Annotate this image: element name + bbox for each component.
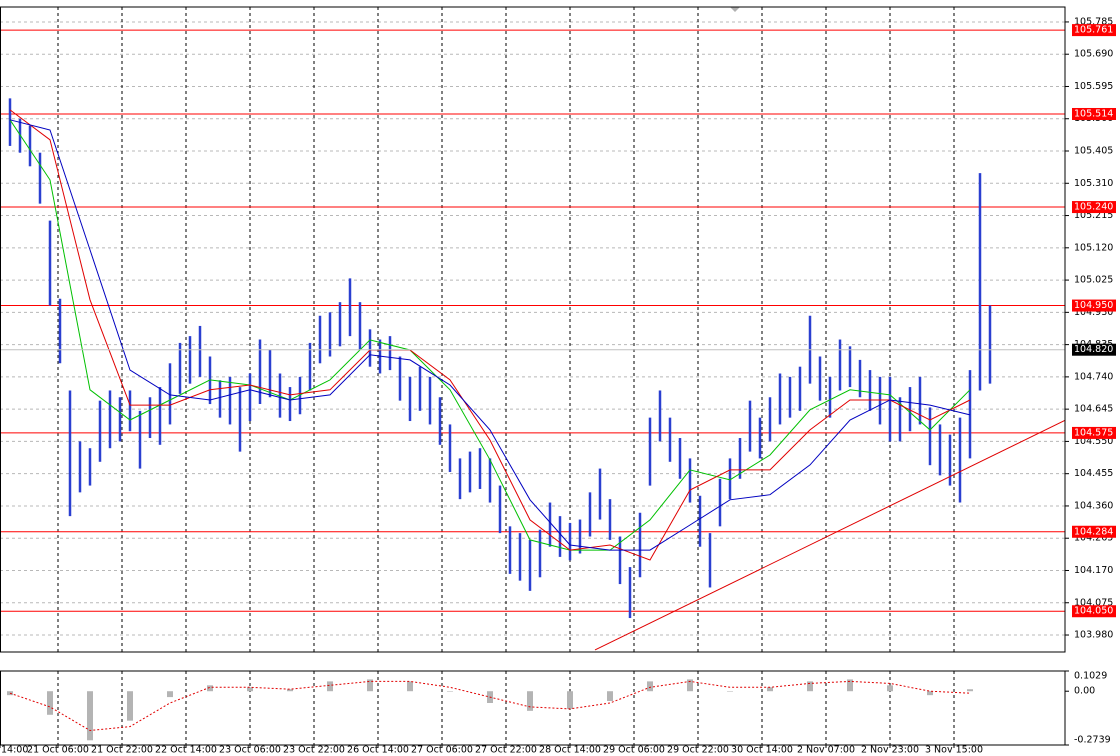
shift-marker (730, 7, 740, 12)
x-tick-label: 2 Nov 23:00 (861, 745, 919, 756)
y-tick-label: 104.930 (1074, 307, 1113, 318)
level-tag (1072, 24, 1116, 37)
level-tag-label: 104.950 (1074, 300, 1113, 311)
y-tick-label: 104.550 (1074, 436, 1113, 447)
x-tick-label: 27 Oct 06:00 (411, 745, 473, 756)
y-tick-label: 105.310 (1074, 178, 1113, 189)
y-tick-label: 105.690 (1074, 49, 1113, 60)
osc-bar (167, 691, 173, 698)
osc-bar (207, 685, 213, 692)
level-tag-label: 105.761 (1074, 25, 1113, 36)
y-tick-label: 104.075 (1074, 597, 1113, 608)
osc-bar (407, 681, 413, 692)
level-tag-label: 105.240 (1074, 202, 1113, 213)
x-tick-label: 23 Oct 06:00 (219, 745, 281, 756)
x-tick-label: 29 Oct 22:00 (667, 745, 729, 756)
y-tick-label: 105.215 (1074, 210, 1113, 221)
y-tick-label: 105.595 (1074, 81, 1113, 92)
level-tag (1072, 605, 1116, 618)
level-tag (1072, 201, 1116, 214)
osc-bar (567, 691, 573, 709)
level-tag (1072, 426, 1116, 439)
osc-bar (847, 679, 853, 692)
y-tick-label: 104.740 (1074, 371, 1113, 382)
osc-bar (87, 691, 93, 741)
y-tick-label: 104.360 (1074, 500, 1113, 511)
osc-signal (9, 680, 971, 732)
osc-bar (687, 679, 693, 692)
trendline (594, 419, 1065, 651)
osc-bar (247, 687, 253, 692)
y-tick-label: 105.405 (1074, 146, 1113, 157)
x-tick-label: 2 Nov 07:00 (797, 745, 855, 756)
plot-frame (0, 6, 1066, 653)
osc-bar (127, 691, 133, 721)
level-tag (1072, 107, 1116, 120)
osc-bar (727, 691, 733, 692)
level-tag-label: 104.575 (1074, 427, 1113, 438)
osc-bar (447, 691, 453, 692)
osc-bar (927, 691, 933, 696)
moving-average (9, 109, 971, 561)
level-tag-label: 104.284 (1074, 526, 1113, 537)
last-price-label: 104.820 (1074, 344, 1113, 355)
moving-average (9, 119, 971, 551)
osc-bar (527, 691, 533, 711)
x-tick-label: 14:00 (1, 745, 28, 756)
osc-y-tick-label: 0.00 (1074, 686, 1095, 697)
moving-average (9, 119, 971, 551)
osc-bar (967, 689, 973, 692)
osc-bar (287, 689, 293, 692)
osc-y-tick-label: -0.2739 (1074, 735, 1111, 746)
x-tick-label: 28 Oct 14:00 (539, 745, 601, 756)
oscillator-panel (0, 671, 973, 745)
y-tick-label: 104.645 (1074, 404, 1113, 415)
last-price-tag (1072, 343, 1116, 356)
osc-bar (47, 691, 53, 715)
x-tick-label: 30 Oct 14:00 (731, 745, 793, 756)
level-tag-label: 104.050 (1074, 606, 1113, 617)
x-tick-label: 27 Oct 22:00 (475, 745, 537, 756)
y-tick-label: 104.170 (1074, 565, 1113, 576)
osc-frame (0, 670, 1066, 746)
y-tick-label: 105.785 (1074, 16, 1113, 27)
x-tick-label: 29 Oct 06:00 (603, 745, 665, 756)
plot-area (0, 7, 1065, 652)
osc-bar (7, 691, 13, 696)
y-tick-label: 104.455 (1074, 468, 1113, 479)
x-tick-label: 23 Oct 22:00 (283, 745, 345, 756)
y-tick-label: 105.120 (1074, 242, 1113, 253)
x-tick-label: 3 Nov 15:00 (925, 745, 983, 756)
y-tick-label: 105.025 (1074, 275, 1113, 286)
x-tick-label: 26 Oct 14:00 (347, 745, 409, 756)
osc-bar (887, 685, 893, 692)
osc-bar (767, 687, 773, 692)
x-tick-label: 21 Oct 22:00 (91, 745, 153, 756)
osc-bar (647, 681, 653, 692)
level-tag (1072, 299, 1116, 312)
y-tick-label: 104.265 (1074, 533, 1113, 544)
osc-bar (327, 681, 333, 692)
level-tag (1072, 525, 1116, 538)
osc-bar (807, 681, 813, 692)
y-tick-label: 103.980 (1074, 630, 1113, 641)
osc-y-tick-label: 0.1029 (1074, 671, 1107, 682)
osc-bar (607, 691, 613, 702)
level-tag-label: 105.514 (1074, 108, 1113, 119)
x-tick-label: 21 Oct 06:00 (27, 745, 89, 756)
osc-bar (367, 679, 373, 692)
x-tick-label: 22 Oct 14:00 (155, 745, 217, 756)
